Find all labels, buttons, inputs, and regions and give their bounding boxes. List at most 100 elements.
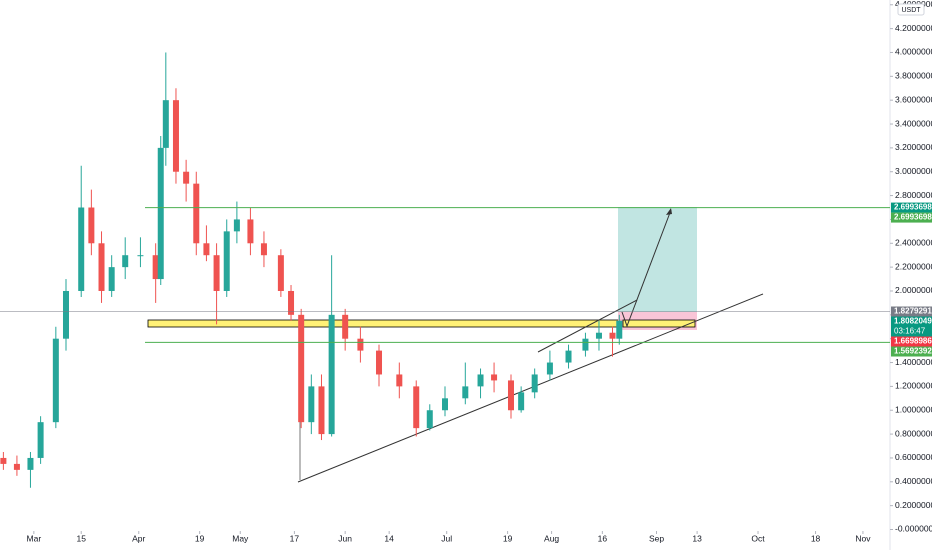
price-tag-countdown: 03:16:47 xyxy=(894,327,926,336)
price-tag xyxy=(891,202,932,213)
projection-arrow xyxy=(621,209,672,328)
candle-body xyxy=(288,290,295,315)
price-tag xyxy=(891,306,932,317)
candle-body xyxy=(277,255,284,291)
candle-body xyxy=(0,457,7,464)
x-tick-label: 19 xyxy=(195,533,205,543)
x-tick-label: 13 xyxy=(692,533,702,543)
x-tick-label: Jun xyxy=(338,533,352,543)
candle-body xyxy=(609,332,616,339)
y-tick-label: 4.20000000 xyxy=(895,23,932,33)
candle-body xyxy=(137,255,144,257)
y-tick-label: 2.80000000 xyxy=(895,190,932,200)
x-tick-label: Jul xyxy=(441,533,452,543)
candle-body xyxy=(247,219,254,244)
candle-body xyxy=(260,243,267,256)
currency: USDT xyxy=(901,7,921,14)
price-tag-label: 1.80820491 xyxy=(894,317,932,326)
y-tick-label: 2.00000000 xyxy=(895,285,932,295)
candle-body xyxy=(223,231,230,291)
y-tick-label: 3.60000000 xyxy=(895,94,932,104)
candle-body xyxy=(318,386,325,435)
target-zone xyxy=(618,207,697,312)
x-tick-label: Aug xyxy=(544,533,559,543)
price-tag-label: 2.69936983 xyxy=(894,213,932,222)
candle-body xyxy=(357,338,364,351)
candle-body xyxy=(546,362,553,375)
candle-body xyxy=(122,255,129,268)
candle-body xyxy=(462,386,469,399)
candle-body xyxy=(342,314,349,339)
currency-badge xyxy=(897,3,925,16)
candle-body xyxy=(193,183,200,244)
price-tag-label: 1.56923922 xyxy=(894,347,932,356)
price-tag-label: 1.82792913 xyxy=(894,307,932,316)
candle-body xyxy=(152,255,159,280)
x-tick-label: 16 xyxy=(598,533,608,543)
y-tick-label: -0.00000000 xyxy=(895,524,932,534)
y-tick-label: 0.40000000 xyxy=(895,476,932,486)
candle-body xyxy=(98,243,105,291)
x-tick-label: 18 xyxy=(811,533,821,543)
candle-body xyxy=(328,314,335,435)
x-tick-label: 14 xyxy=(384,533,394,543)
price-tag xyxy=(891,212,932,223)
candle-body xyxy=(27,457,34,470)
candle-body xyxy=(298,314,305,423)
channel-line xyxy=(537,299,638,353)
y-tick-label: 0.20000000 xyxy=(895,500,932,510)
x-tick-label: 17 xyxy=(290,533,300,543)
price-tag xyxy=(891,336,932,347)
candle-body xyxy=(62,290,69,339)
y-tick-label: 3.40000000 xyxy=(895,118,932,128)
price-tag xyxy=(891,346,932,357)
support-zone-end xyxy=(622,319,696,328)
price-tag-label: 1.66989868 xyxy=(894,337,932,346)
candle-body xyxy=(582,338,589,351)
support-zone xyxy=(147,319,624,328)
candle-body xyxy=(507,380,514,411)
y-tick-label: 0.60000000 xyxy=(895,452,932,462)
price-tag-label: 2.69936983 xyxy=(894,203,932,212)
candle-body xyxy=(413,386,420,429)
x-tick-label: 15 xyxy=(76,533,86,543)
y-tick-label: 1.40000000 xyxy=(895,357,932,367)
candle-body xyxy=(565,350,572,363)
plot xyxy=(0,52,890,488)
y-tick-label: 3.80000000 xyxy=(895,71,932,81)
candle-body xyxy=(531,374,538,393)
candle-body xyxy=(233,219,240,232)
candle-body xyxy=(52,338,59,423)
x-tick-label: Apr xyxy=(132,533,145,543)
candle-body xyxy=(78,207,85,291)
candle-body xyxy=(491,374,498,381)
arrow-head xyxy=(666,208,672,215)
candle-body xyxy=(157,147,164,280)
y-tick-label: 3.00000000 xyxy=(895,166,932,176)
y-tick-label: 1.00000000 xyxy=(895,404,932,414)
candle-body xyxy=(308,386,315,423)
x-tick-label: May xyxy=(232,533,249,543)
price-tag xyxy=(891,316,932,337)
candle-body xyxy=(213,255,220,291)
candle-body xyxy=(203,243,210,256)
candle-body xyxy=(13,463,20,470)
y-tick-label: 1.20000000 xyxy=(895,381,932,391)
candle-body xyxy=(183,171,190,184)
x-tick-label: Oct xyxy=(751,533,765,543)
x-tick-label: Mar xyxy=(27,533,42,543)
trend-line xyxy=(297,293,764,483)
candle-body xyxy=(108,267,115,291)
candle-body xyxy=(37,422,44,458)
candle-body xyxy=(442,398,448,411)
x-tick-label: Nov xyxy=(855,533,871,543)
y-tick-label: 3.20000000 xyxy=(895,142,932,152)
candle-body xyxy=(162,100,169,148)
x-tick-label: Sep xyxy=(649,533,664,543)
candle-body xyxy=(518,392,525,411)
candle-body xyxy=(376,350,383,375)
y-tick-label: 0.80000000 xyxy=(895,428,932,438)
x-tick-label: 19 xyxy=(503,533,513,543)
